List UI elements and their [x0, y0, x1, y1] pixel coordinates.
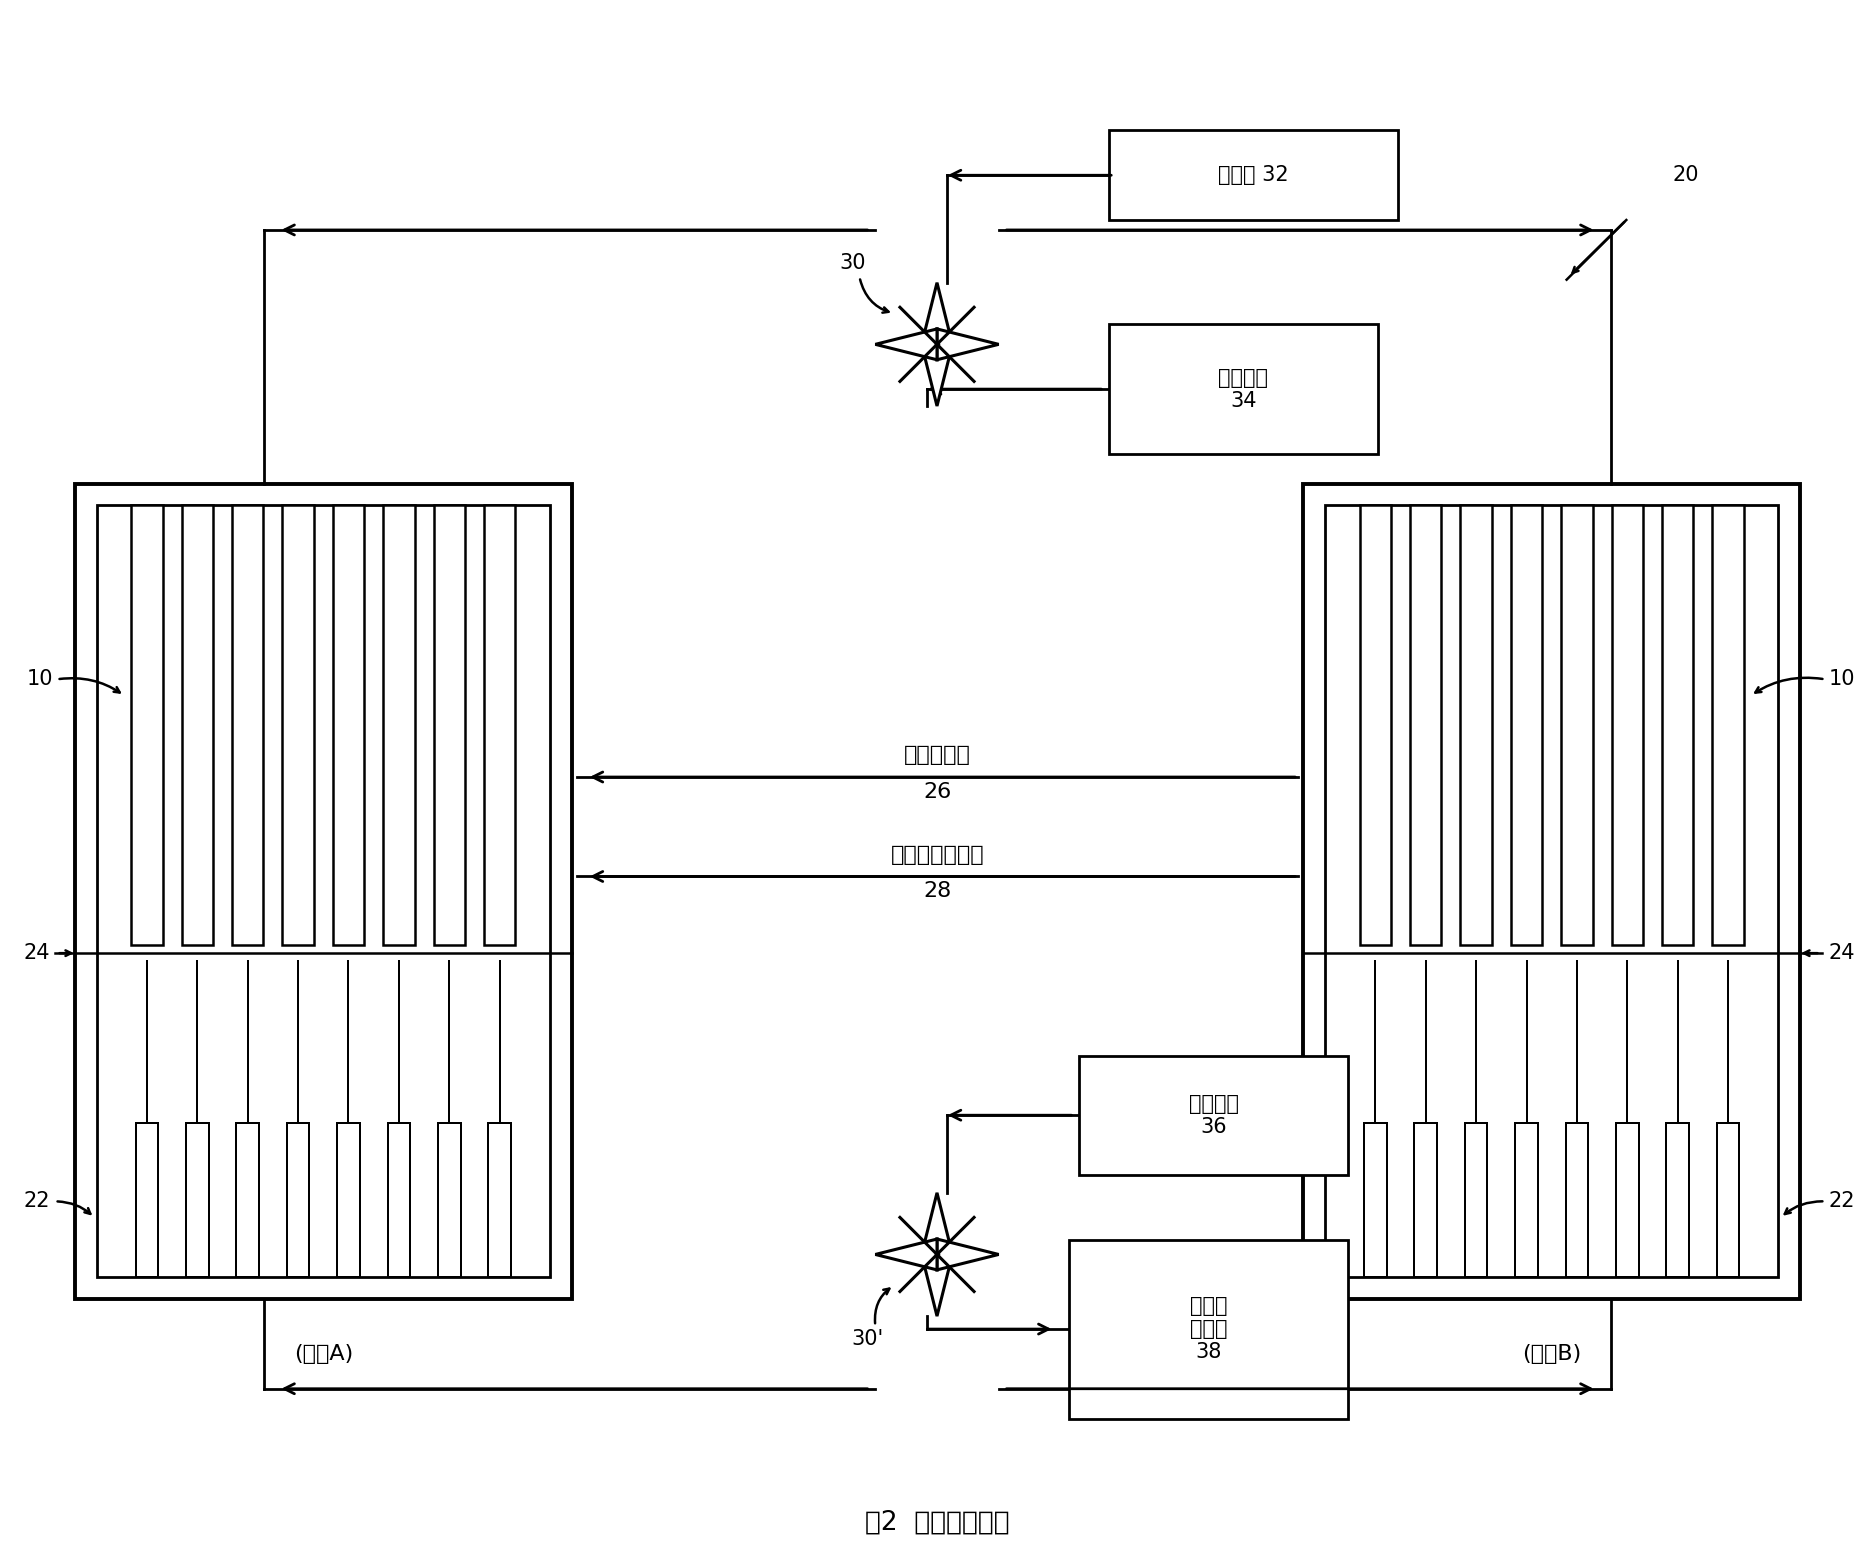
Polygon shape	[938, 1239, 999, 1270]
Bar	[1410, 506, 1442, 945]
Bar	[135, 1123, 158, 1278]
Bar	[1712, 506, 1744, 945]
Bar	[484, 506, 516, 945]
Bar	[186, 1123, 208, 1278]
Text: (模块B): (模块B)	[1522, 1343, 1581, 1364]
Polygon shape	[876, 1239, 938, 1270]
Text: 图2  脉附冷却系统: 图2 脉附冷却系统	[864, 1510, 1011, 1535]
Bar	[1612, 506, 1642, 945]
Bar	[1326, 506, 1779, 1278]
Polygon shape	[922, 283, 952, 344]
Text: 30: 30	[840, 253, 866, 273]
Bar	[75, 484, 572, 1300]
Bar	[1080, 1056, 1348, 1175]
Bar	[236, 1123, 259, 1278]
Bar	[283, 506, 313, 945]
Text: 24: 24	[1828, 943, 1856, 964]
Text: 10: 10	[1828, 670, 1856, 689]
Text: 脉附冷却器腔体: 脉附冷却器腔体	[891, 845, 984, 864]
Bar	[131, 506, 163, 945]
Text: 被冷却
的空气
38: 被冷却 的空气 38	[1191, 1296, 1228, 1362]
Bar	[287, 1123, 309, 1278]
Bar	[1464, 1123, 1487, 1278]
Bar	[1667, 1123, 1689, 1278]
Text: 热空气 32: 热空气 32	[1219, 166, 1288, 186]
Polygon shape	[922, 1254, 952, 1317]
Text: 22: 22	[1828, 1192, 1856, 1212]
Bar	[388, 1123, 411, 1278]
Bar	[1515, 1123, 1537, 1278]
Text: 22: 22	[24, 1192, 51, 1212]
Bar	[1069, 1240, 1348, 1418]
Text: 24: 24	[24, 943, 51, 964]
Bar	[488, 1123, 512, 1278]
Bar	[1110, 131, 1397, 220]
Bar	[439, 1123, 461, 1278]
Bar	[1562, 506, 1592, 945]
Text: 20: 20	[1672, 166, 1699, 186]
Bar	[1661, 506, 1693, 945]
Bar	[334, 506, 364, 945]
Bar	[1414, 1123, 1436, 1278]
Bar	[232, 506, 262, 945]
Bar	[1461, 506, 1492, 945]
Bar	[96, 506, 549, 1278]
Bar	[433, 506, 465, 945]
Bar	[1511, 506, 1541, 945]
Text: 30': 30'	[851, 1329, 883, 1350]
Text: 冷却空气
36: 冷却空气 36	[1189, 1093, 1239, 1137]
Bar	[1110, 325, 1378, 453]
Bar	[1718, 1123, 1740, 1278]
Text: 冷却空气
34: 冷却空气 34	[1219, 367, 1268, 411]
Bar	[338, 1123, 360, 1278]
Text: 再生器腔体: 再生器腔体	[904, 745, 971, 765]
Polygon shape	[922, 1193, 952, 1254]
Bar	[1303, 484, 1800, 1300]
Polygon shape	[938, 330, 999, 359]
Text: 10: 10	[26, 670, 52, 689]
Bar	[1616, 1123, 1639, 1278]
Text: 26: 26	[922, 783, 952, 801]
Text: (模块A): (模块A)	[294, 1343, 352, 1364]
Text: 28: 28	[922, 881, 952, 901]
Bar	[382, 506, 414, 945]
Polygon shape	[922, 344, 952, 406]
Bar	[1566, 1123, 1588, 1278]
Bar	[1363, 1123, 1388, 1278]
Bar	[182, 506, 214, 945]
Bar	[1359, 506, 1391, 945]
Polygon shape	[876, 330, 938, 359]
